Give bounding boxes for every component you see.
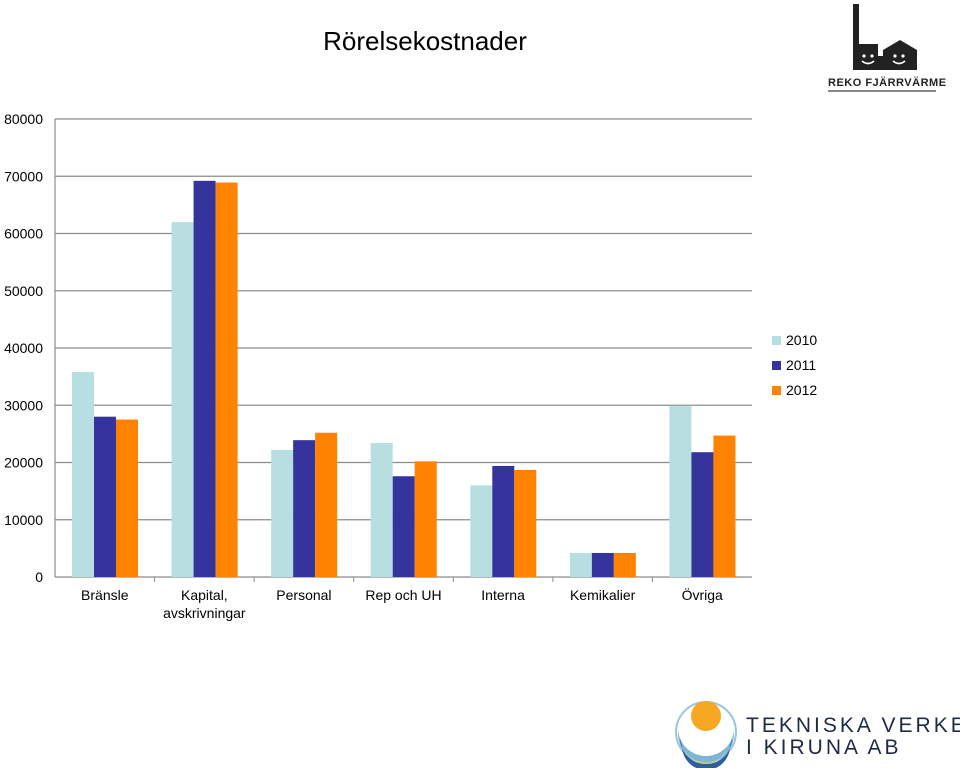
y-tick-label: 50000 bbox=[4, 283, 43, 299]
y-tick-label: 60000 bbox=[4, 226, 43, 242]
y-tick-label: 0 bbox=[35, 569, 43, 585]
bar bbox=[613, 552, 636, 577]
y-axis-ticks: 0 10000 20000 30000 40000 50000 60000 70000 8000… bbox=[4, 111, 43, 585]
y-tick-label: 80000 bbox=[4, 111, 43, 127]
bar bbox=[94, 416, 116, 577]
bar bbox=[370, 443, 393, 577]
y-tick-label: 10000 bbox=[4, 512, 43, 528]
bar bbox=[271, 449, 294, 577]
bar bbox=[116, 419, 138, 577]
y-tick-label: 30000 bbox=[4, 397, 43, 413]
reko-fjarrvarme-logo: REKO FJÄRRVÄRME bbox=[820, 0, 960, 100]
bar bbox=[193, 180, 216, 577]
bar bbox=[569, 552, 592, 577]
bars bbox=[72, 180, 736, 578]
bar bbox=[72, 372, 94, 577]
x-tick-label: Kemikalier bbox=[570, 587, 636, 603]
bar bbox=[514, 469, 537, 577]
bar bbox=[691, 452, 714, 577]
x-tick-label: Personal bbox=[276, 587, 331, 603]
x-tick-label: Kapital, bbox=[181, 587, 228, 603]
x-tick-label: Bränsle bbox=[81, 587, 129, 603]
logo-bottom-line1: TEKNISKA VERKEN bbox=[746, 714, 960, 737]
y-tick-label: 20000 bbox=[4, 455, 43, 471]
sun-water-icon bbox=[675, 701, 737, 770]
bar bbox=[470, 485, 493, 577]
bar bbox=[492, 465, 515, 577]
legend-label: 2011 bbox=[786, 357, 816, 373]
legend-label: 2012 bbox=[786, 382, 817, 398]
legend-label: 2010 bbox=[786, 332, 817, 348]
bar bbox=[414, 461, 437, 577]
x-tick-label: Övriga bbox=[682, 586, 723, 603]
bar bbox=[392, 476, 415, 577]
factory-house-icon bbox=[828, 4, 936, 92]
legend: 2010 2011 2012 bbox=[772, 332, 817, 398]
bar bbox=[215, 182, 238, 578]
bar bbox=[293, 440, 316, 577]
bar bbox=[669, 405, 692, 577]
tekniska-verken-logo: TEKNISKA VERKEN I KIRUNA AB bbox=[670, 698, 960, 770]
bar bbox=[171, 222, 194, 578]
bar bbox=[591, 552, 614, 577]
chart-title: Rörelsekostnader bbox=[323, 26, 527, 56]
y-tick-label: 40000 bbox=[4, 340, 43, 356]
x-axis-labels: Bränsle Kapital, avskrivningar Personal Rep … bbox=[81, 586, 723, 621]
legend-swatch bbox=[772, 361, 781, 370]
bar bbox=[315, 432, 338, 577]
logo-bottom-line2: I KIRUNA AB bbox=[746, 736, 902, 759]
x-tick-label: Rep och UH bbox=[365, 587, 441, 603]
x-tick-label: Interna bbox=[481, 587, 525, 603]
x-tick-label: avskrivningar bbox=[163, 605, 246, 621]
y-tick-label: 70000 bbox=[4, 168, 43, 184]
logo-top-caption: REKO FJÄRRVÄRME bbox=[828, 77, 947, 89]
legend-swatch bbox=[772, 336, 781, 345]
bar bbox=[713, 435, 736, 577]
legend-swatch bbox=[772, 386, 781, 395]
